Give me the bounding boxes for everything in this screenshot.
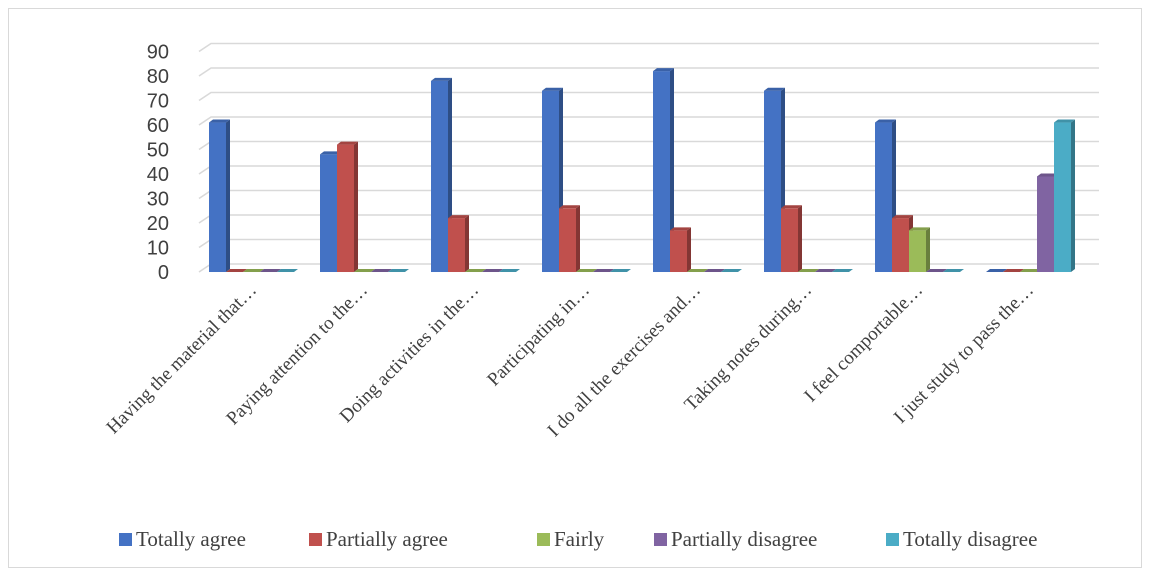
bar-4-3: [576, 269, 597, 273]
bar-1-4: [260, 269, 281, 273]
y-tick-label: 80: [147, 66, 169, 88]
bar-4-5: [610, 269, 631, 273]
legend-swatch: [309, 533, 322, 546]
bar-1-2: [226, 269, 247, 273]
bar-6-4: [815, 269, 836, 273]
bar-2-4: [371, 269, 392, 273]
y-tick-label: 20: [147, 213, 169, 235]
y-tick-label: 40: [147, 164, 169, 186]
legend-swatch: [119, 533, 132, 546]
legend-item: Fairly: [537, 527, 605, 551]
gridline: [198, 140, 1099, 151]
bar-5-2: [670, 227, 691, 273]
x-tick-label: Participating in…: [483, 280, 594, 391]
bar-7-5: [943, 269, 964, 273]
bar-2-3: [354, 269, 375, 273]
bar-4-2: [559, 205, 580, 273]
bar-7-4: [926, 269, 947, 273]
bar-7-3: [909, 227, 930, 273]
bar-8-5: [1054, 119, 1075, 273]
bar-8-3: [1020, 269, 1041, 273]
legend-item: Totally agree: [119, 527, 246, 551]
gridline: [198, 42, 1099, 53]
bar-3-2: [448, 215, 469, 273]
legend-label: Partially agree: [326, 527, 448, 551]
bar-6-3: [798, 269, 819, 273]
bar-4-4: [593, 269, 614, 273]
legend-label: Totally disagree: [903, 527, 1037, 551]
bar-6-2: [781, 205, 802, 273]
legend: Totally agree Partially agree Fairly Partia…: [119, 527, 1037, 551]
x-tick-label: I feel comportable…: [800, 280, 927, 407]
x-tick-label: Taking notes during…: [680, 280, 816, 416]
y-tick-label: 30: [147, 189, 169, 211]
bar-2-5: [388, 269, 409, 273]
bar-8-2: [1003, 269, 1024, 273]
gridline: [198, 116, 1099, 126]
bar-2-2: [337, 141, 358, 273]
legend-swatch: [654, 533, 667, 546]
bar-5-1: [653, 68, 674, 273]
y-tick-label: 50: [147, 140, 169, 162]
bar-5-5: [721, 269, 742, 273]
legend-label: Totally agree: [136, 527, 246, 551]
gridline: [198, 67, 1099, 77]
legend-item: Partially disagree: [654, 527, 817, 551]
bar-6-5: [832, 269, 853, 273]
y-tick-label: 60: [147, 115, 169, 137]
legend-swatch: [886, 533, 899, 546]
bar-1-3: [243, 269, 264, 273]
bar-8-1: [986, 269, 1007, 273]
bar-layer: [209, 68, 1075, 273]
y-tick-label: 70: [147, 91, 169, 113]
bar-5-4: [704, 269, 725, 273]
gridline: [198, 91, 1099, 102]
legend-label: Partially disagree: [671, 527, 817, 551]
bar-1-1: [209, 119, 230, 273]
y-tick-label: 10: [147, 238, 169, 260]
chart-frame: 0 10 20 30 40 50 60 70 80 90 Having the material …: [8, 8, 1142, 568]
bar-5-3: [687, 269, 708, 273]
y-tick-label: 0: [158, 262, 169, 284]
legend-label: Fairly: [554, 527, 605, 551]
x-axis-ticks: Having the material that…Paying attentio…: [103, 280, 1038, 441]
legend-swatch: [537, 533, 550, 546]
bar-3-4: [482, 269, 503, 273]
legend-item: Partially agree: [309, 527, 448, 551]
bar-3-3: [465, 269, 486, 273]
y-tick-label: 90: [147, 42, 169, 64]
bar-3-5: [499, 269, 520, 273]
legend-item: Totally disagree: [886, 527, 1037, 551]
bar-1-5: [277, 269, 298, 273]
